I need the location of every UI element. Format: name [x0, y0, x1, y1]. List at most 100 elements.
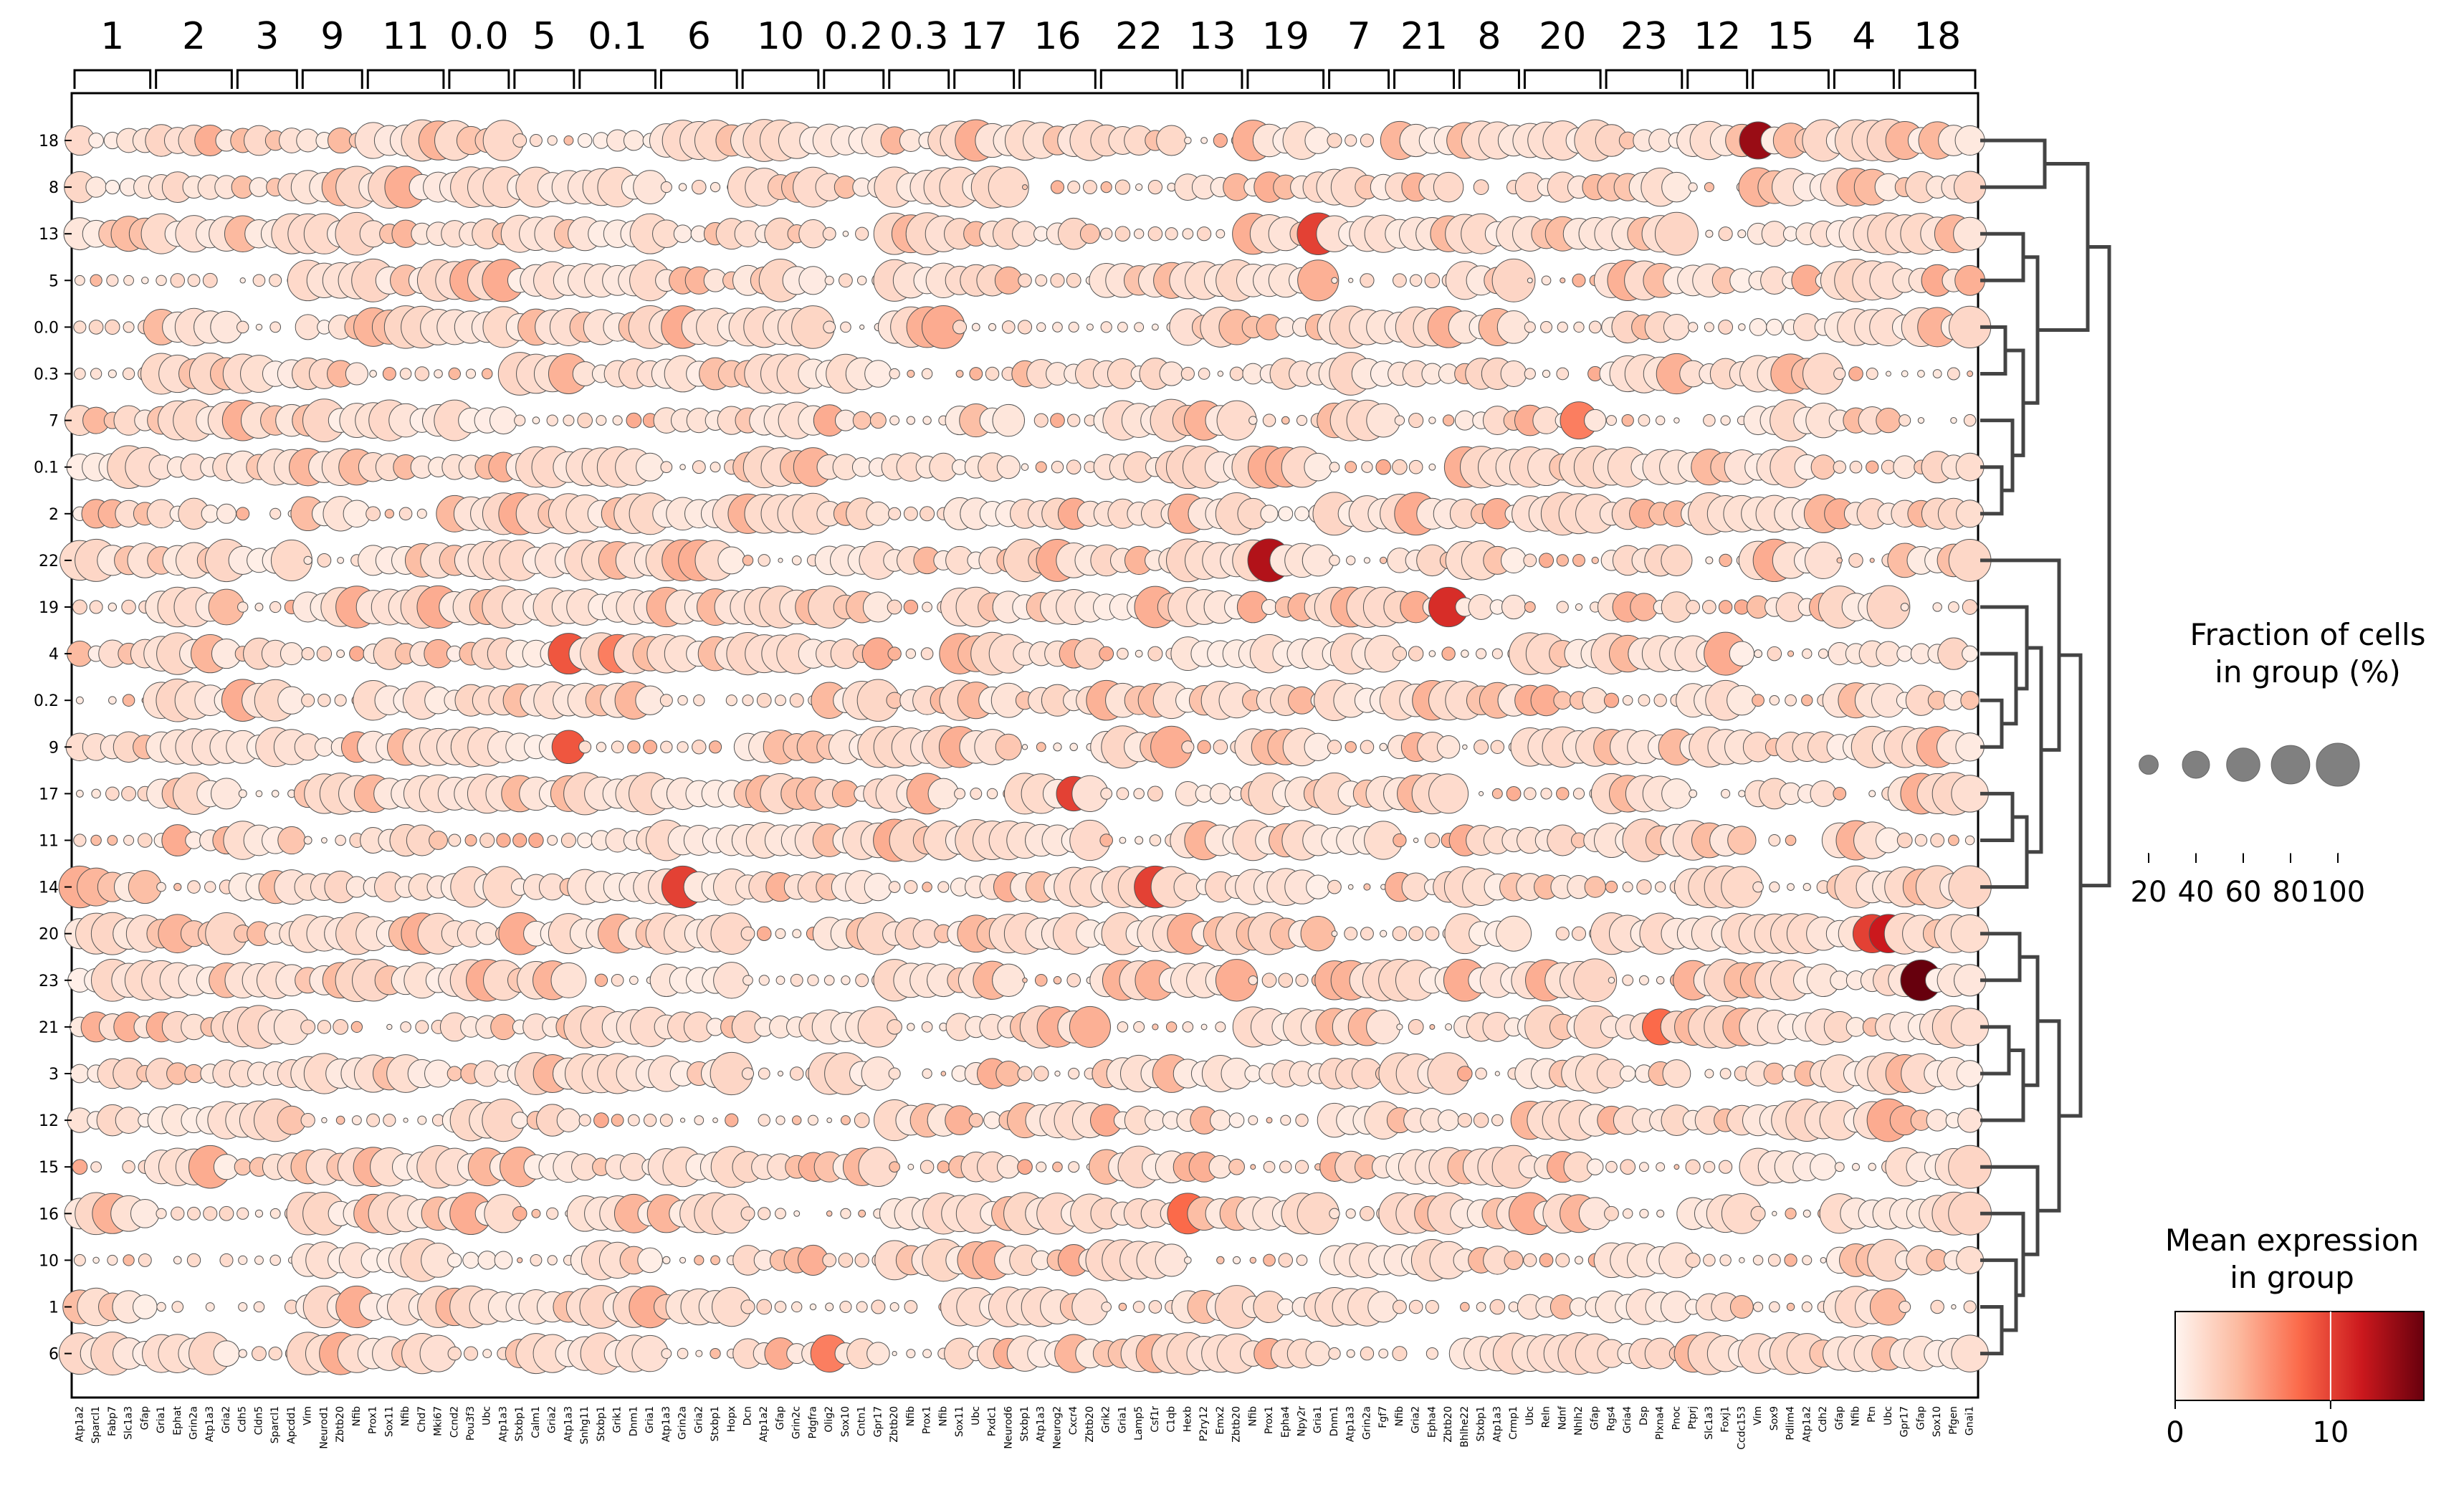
dot [1134, 322, 1145, 333]
dot [954, 788, 966, 800]
dot [1605, 880, 1618, 894]
group-label: 0.0 [449, 15, 509, 58]
gene-label: Gfap [1915, 1406, 1926, 1430]
group-labels: 1 2 3 9 11 0.0 5 0.1 6 10 0.2 0.3 17 16 22 13 19 7 21 8 20 23… [100, 15, 1961, 58]
dot [907, 369, 915, 378]
gene-label: Sparcl1 [90, 1406, 102, 1443]
dot [447, 1253, 462, 1268]
dot [1165, 227, 1178, 241]
dot [1148, 1300, 1162, 1314]
dot [1784, 1253, 1797, 1267]
dot [1152, 1023, 1159, 1031]
dot [382, 367, 396, 381]
dot [1473, 179, 1489, 195]
dot [920, 506, 935, 522]
dot [1767, 646, 1782, 661]
gene-label: Atp1a2 [74, 1406, 85, 1442]
gene-label: Reln [1541, 1406, 1552, 1428]
dot [611, 973, 624, 987]
dot [578, 1114, 591, 1127]
dot [1050, 413, 1065, 428]
dot [906, 1349, 916, 1359]
dot [1117, 1021, 1129, 1033]
dot [1100, 788, 1113, 800]
dot [1588, 320, 1602, 334]
dot [1087, 323, 1094, 331]
dot [841, 975, 851, 985]
dot [756, 692, 772, 708]
dot [1727, 826, 1757, 855]
dot [1068, 1161, 1080, 1173]
dot [1787, 650, 1795, 657]
gene-label: Gria2 [221, 1406, 232, 1433]
dot [1346, 555, 1356, 565]
dot [141, 277, 149, 285]
gene-label: Nfib [1247, 1406, 1259, 1426]
dot [758, 1067, 770, 1080]
dot [1100, 227, 1113, 240]
dot [866, 1342, 890, 1365]
dot [138, 833, 153, 848]
dot [869, 412, 887, 429]
gene-label: Neurod1 [318, 1406, 330, 1449]
group-bracket [1181, 69, 1243, 89]
dot [1752, 1301, 1764, 1312]
dot [758, 975, 770, 986]
dot [1278, 506, 1294, 522]
dot [1801, 1301, 1813, 1312]
gene-label: Emx2 [1215, 1406, 1226, 1435]
dot [90, 834, 102, 846]
dot [778, 558, 783, 563]
dot [1661, 778, 1692, 809]
dot [1750, 1205, 1766, 1221]
dot [1622, 882, 1633, 893]
dot [1523, 553, 1537, 568]
group-label: 22 [1115, 15, 1162, 58]
dot [1100, 181, 1112, 194]
dot [791, 555, 802, 565]
dot [530, 134, 543, 147]
dot [1408, 926, 1423, 942]
row-label: 22 [39, 553, 59, 570]
dot [1866, 460, 1879, 474]
dot [790, 973, 803, 987]
dot [1491, 788, 1503, 799]
dot [300, 1112, 315, 1128]
row-label: 0.3 [34, 366, 59, 384]
dot [677, 1347, 689, 1360]
dot [1661, 171, 1692, 203]
dot [1557, 321, 1568, 333]
dot [660, 461, 673, 474]
dot [904, 880, 918, 894]
dot [1621, 414, 1634, 427]
dot [887, 599, 902, 615]
dot [1344, 927, 1358, 941]
gene-label: Mki67 [433, 1406, 444, 1436]
dot [414, 366, 430, 381]
group-bracket [155, 69, 233, 89]
dot [465, 368, 477, 379]
dot [314, 737, 334, 757]
group-bracket [741, 69, 820, 89]
dot [852, 411, 872, 430]
dot [1767, 1253, 1781, 1267]
dot [629, 975, 639, 985]
gene-label: Plxna4 [1655, 1406, 1666, 1440]
dot [1947, 367, 1960, 381]
gene-label: Pdlim4 [1785, 1406, 1797, 1441]
dot [1729, 641, 1754, 667]
dot [1899, 414, 1911, 427]
group-bracket [823, 69, 885, 89]
gene-label: Sox11 [954, 1406, 965, 1437]
dot [1454, 410, 1475, 431]
dot [1392, 459, 1408, 475]
dot [1752, 1255, 1764, 1266]
dot [888, 507, 902, 520]
colorbar-tick-label: 0 [2166, 1416, 2184, 1449]
dot [489, 406, 517, 435]
dot [463, 1346, 479, 1361]
dot [679, 1256, 687, 1264]
dot [905, 648, 917, 659]
gene-label: Grin2c [791, 1406, 803, 1439]
gene-label: Slc1a3 [1704, 1406, 1715, 1440]
